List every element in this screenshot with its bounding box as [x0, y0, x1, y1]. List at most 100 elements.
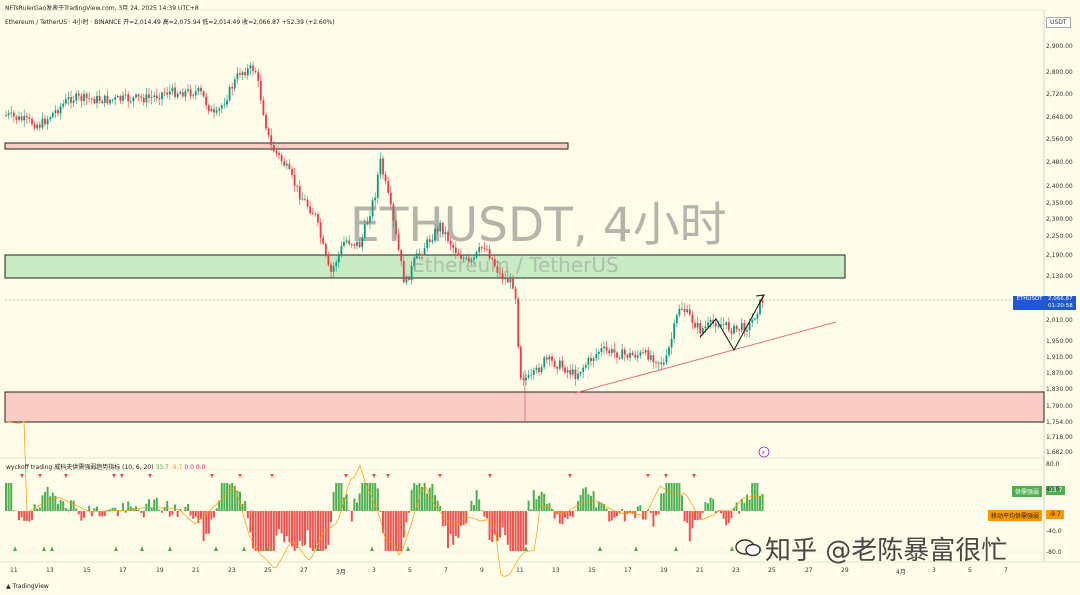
buy-marker: [50, 546, 54, 551]
histogram-bar: [150, 507, 153, 511]
indicator-value-3: 0.0: [184, 464, 194, 471]
histogram-bar: [371, 483, 374, 511]
candle-body: [72, 100, 75, 103]
zhihu-wechat-icon: [735, 539, 761, 557]
candle-body: [332, 266, 335, 272]
candle-body: [395, 220, 397, 235]
histogram-bar: [668, 483, 670, 511]
candle-body: [259, 80, 262, 101]
candle-body: [600, 348, 603, 352]
histogram-bar: [239, 491, 241, 511]
histogram-bar: [353, 498, 356, 511]
candle-body: [519, 346, 522, 379]
histogram-bar: [75, 508, 78, 511]
histogram-bar: [197, 511, 200, 523]
candle-body: [25, 115, 28, 118]
histogram-bar: [717, 510, 720, 511]
histogram-bar: [363, 483, 366, 511]
ma-line: [5, 421, 763, 577]
candle-body: [444, 232, 447, 235]
histogram-bar: [306, 511, 309, 531]
histogram-bar: [707, 503, 709, 511]
candle-body: [319, 222, 322, 238]
histogram-bar: [488, 511, 491, 541]
histogram-bar: [90, 511, 93, 517]
histogram-bar: [535, 499, 538, 511]
supply-zone: [4, 254, 846, 279]
candle-body: [579, 371, 582, 374]
histogram-bar: [579, 494, 582, 511]
histogram-bar: [96, 506, 98, 511]
x-tick-label: 5: [408, 567, 412, 574]
histogram-bar: [514, 511, 517, 551]
y-tick-label: 2,350.00: [1046, 200, 1073, 207]
histogram-bar: [207, 511, 210, 534]
candle-body: [345, 240, 348, 242]
supply-value-tag: 33.7: [1046, 486, 1066, 495]
candle-body: [184, 90, 187, 97]
y-tick-label: 1,754.00: [1046, 419, 1073, 426]
histogram-bar: [241, 503, 244, 511]
candle-body: [470, 259, 473, 262]
histogram-bar: [194, 511, 197, 517]
histogram-bar: [184, 506, 187, 511]
indicator-value-1: 33.7: [155, 464, 169, 471]
histogram-bar: [311, 511, 314, 551]
y-tick-label: 1,910.00: [1046, 354, 1073, 361]
candle-body: [597, 351, 600, 354]
y-tick-label: 2,480.00: [1046, 159, 1073, 166]
tradingview-logo[interactable]: ▲ TradingView: [6, 583, 49, 590]
ma-value-tag: -9.7: [1046, 510, 1064, 519]
histogram-bar: [740, 498, 743, 511]
buy-marker: [42, 546, 46, 551]
histogram-bar: [166, 501, 169, 511]
candle-body: [582, 367, 585, 372]
candle-body: [36, 124, 39, 129]
x-tick-label: 7: [1004, 567, 1008, 574]
candle-body: [57, 110, 59, 114]
candle-body: [434, 228, 436, 241]
currency-label[interactable]: USDT: [1046, 17, 1071, 28]
candle-body: [101, 101, 104, 103]
histogram-bar: [257, 511, 260, 551]
sell-marker: [646, 474, 650, 478]
x-tick-label: 23: [732, 567, 740, 574]
histogram-bar: [415, 484, 418, 511]
candle-body: [402, 261, 405, 283]
candle-body: [483, 248, 486, 250]
histogram-bar: [681, 495, 683, 511]
candle-body: [129, 101, 132, 102]
candle-body: [382, 158, 384, 175]
histogram-bar: [148, 499, 150, 511]
histogram-bar: [233, 485, 236, 511]
candle-body: [751, 319, 754, 323]
candle-body: [525, 377, 527, 381]
x-tick-label: 27: [805, 567, 813, 574]
indicator-title[interactable]: wyckoff trading 威科夫供需强弱趋势指标 (10, 6, 20) …: [6, 462, 205, 471]
histogram-bar: [33, 504, 36, 511]
candle-body: [709, 319, 712, 323]
histogram-bar: [296, 511, 299, 548]
histogram-bar: [597, 501, 600, 511]
histogram-bar: [574, 510, 577, 511]
histogram-bar: [236, 490, 239, 511]
candle-body: [85, 93, 88, 99]
histogram-bar: [530, 509, 533, 511]
x-tick-label: 21: [192, 567, 200, 574]
histogram-bar: [460, 511, 462, 526]
candle-body: [119, 95, 122, 101]
histogram-bar: [629, 511, 631, 514]
candle-body: [756, 313, 759, 319]
candle-body: [447, 232, 449, 241]
candle-body: [720, 324, 722, 327]
sell-marker: [692, 474, 696, 478]
candle-body: [452, 244, 455, 248]
candle-body: [371, 200, 374, 217]
histogram-bar: [436, 500, 439, 511]
indicator-name: wyckoff trading 威科夫供需强弱趋势指标 (10, 6, 20): [6, 464, 154, 471]
candle-body: [655, 362, 657, 364]
candle-body: [647, 350, 650, 360]
histogram-bar: [200, 511, 202, 520]
histogram-bar: [192, 511, 195, 519]
